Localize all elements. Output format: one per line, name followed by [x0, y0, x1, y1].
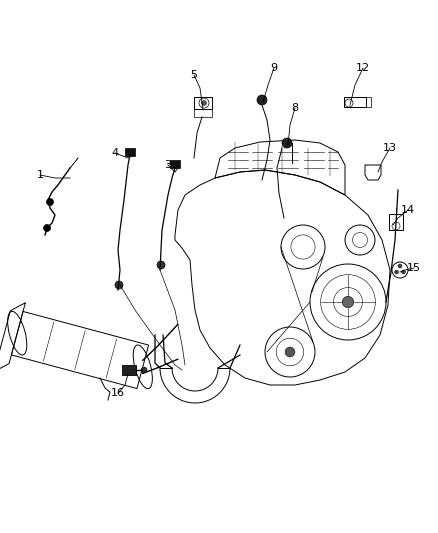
Circle shape: [201, 101, 206, 106]
Bar: [194, 97, 212, 109]
Circle shape: [343, 296, 354, 308]
Bar: [344, 97, 366, 107]
Text: 16: 16: [111, 388, 125, 398]
Bar: [170, 160, 180, 168]
Circle shape: [282, 138, 292, 148]
Text: 1: 1: [36, 170, 43, 180]
Circle shape: [257, 95, 267, 105]
Text: 13: 13: [383, 143, 397, 153]
Bar: [122, 365, 136, 375]
Text: 12: 12: [356, 63, 370, 73]
Text: 5: 5: [191, 70, 198, 80]
Bar: [389, 214, 403, 230]
Text: 4: 4: [111, 148, 119, 158]
Circle shape: [157, 261, 165, 269]
Text: 9: 9: [270, 63, 278, 73]
Text: 15: 15: [407, 263, 421, 273]
Circle shape: [46, 198, 53, 206]
Text: 3: 3: [165, 160, 172, 170]
Circle shape: [402, 270, 406, 274]
Circle shape: [43, 224, 50, 231]
Bar: [125, 148, 135, 156]
Circle shape: [395, 270, 399, 274]
Circle shape: [285, 347, 295, 357]
Circle shape: [398, 264, 402, 268]
Circle shape: [141, 367, 147, 373]
Text: 14: 14: [401, 205, 415, 215]
Circle shape: [115, 281, 123, 289]
Text: 8: 8: [291, 103, 299, 113]
